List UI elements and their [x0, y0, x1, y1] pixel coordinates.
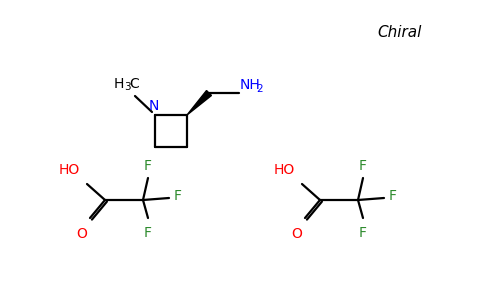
Text: HO: HO [59, 163, 80, 177]
Text: NH: NH [240, 78, 261, 92]
Text: F: F [144, 159, 152, 173]
Text: F: F [144, 226, 152, 240]
Polygon shape [187, 91, 212, 115]
Text: N: N [149, 99, 159, 113]
Text: HO: HO [274, 163, 295, 177]
Text: C: C [129, 77, 139, 91]
Text: H: H [114, 77, 124, 91]
Text: 3: 3 [124, 82, 131, 92]
Text: F: F [389, 189, 397, 203]
Text: Chiral: Chiral [378, 25, 422, 40]
Text: F: F [359, 159, 367, 173]
Text: F: F [174, 189, 182, 203]
Text: F: F [359, 226, 367, 240]
Text: O: O [291, 227, 302, 241]
Text: O: O [76, 227, 88, 241]
Text: 2: 2 [256, 84, 263, 94]
